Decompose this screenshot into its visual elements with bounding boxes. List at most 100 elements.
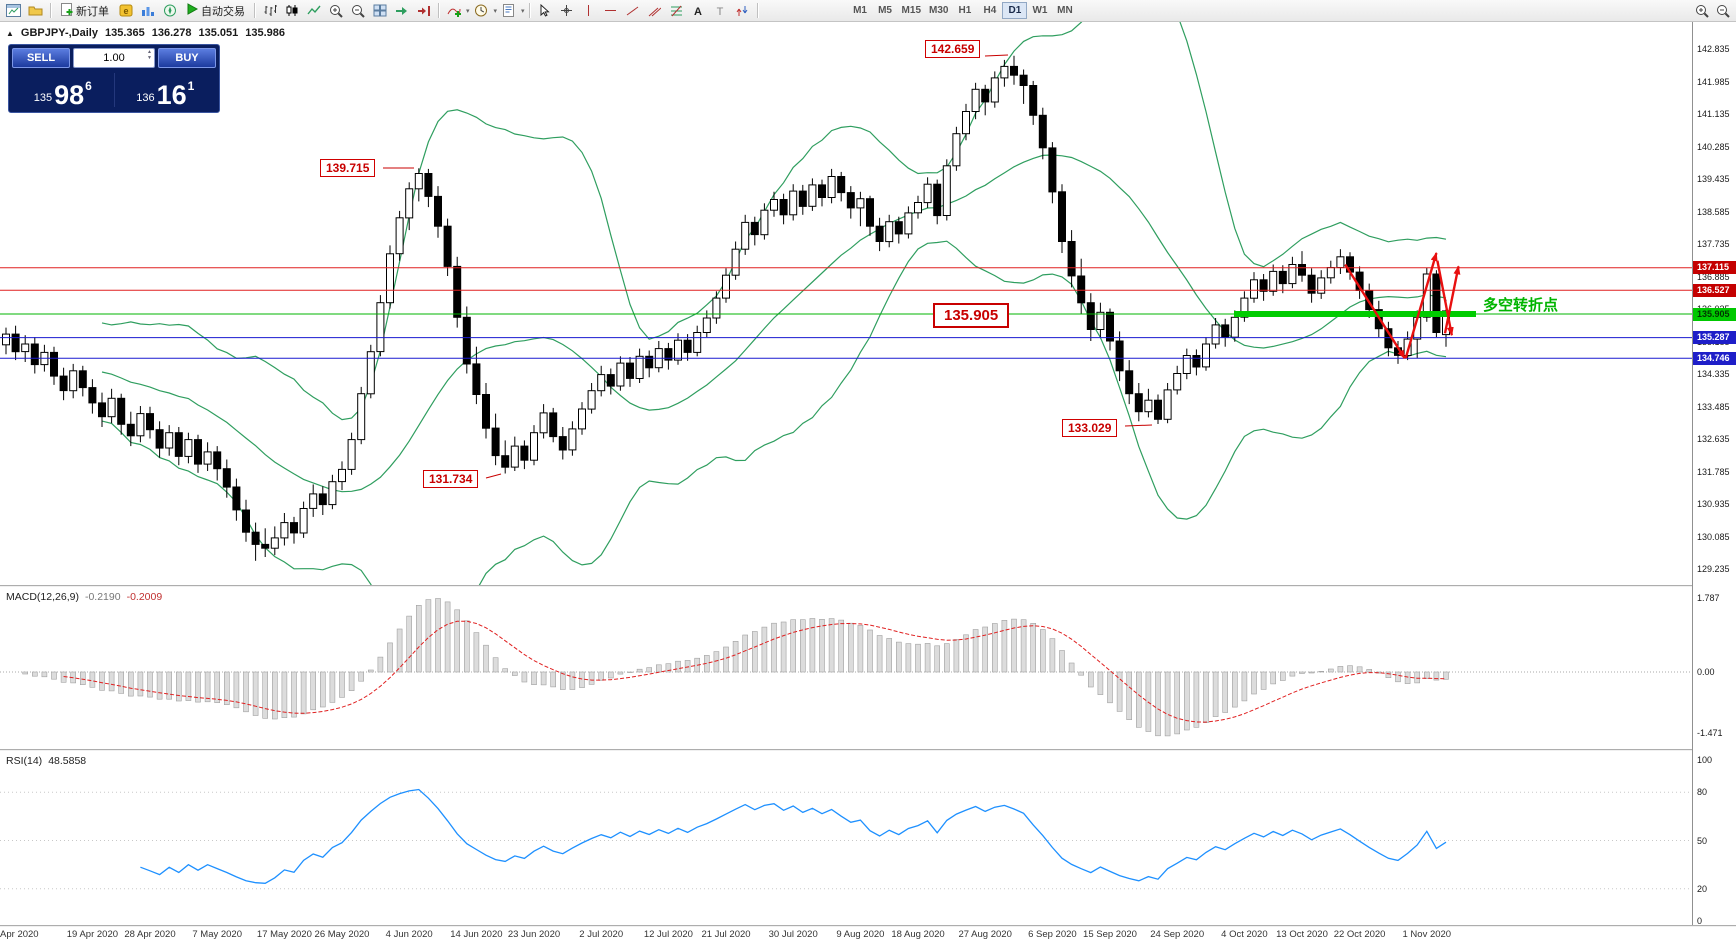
- axis-label: 138.585: [1697, 206, 1730, 217]
- rsi-indicator-label: RSI(14) 48.5858: [6, 755, 86, 767]
- autotrading-label: 自动交易: [201, 5, 245, 18]
- macd-signal-line: [63, 620, 1447, 723]
- time-axis-label: 4 Oct 2020: [1221, 929, 1268, 940]
- timeframe-button-h1[interactable]: H1: [958, 5, 972, 16]
- timeframe-button-h4[interactable]: H4: [983, 5, 997, 16]
- zoom-out-icon[interactable]: [347, 2, 368, 20]
- price-annotation-135905[interactable]: 135.905: [933, 303, 1010, 328]
- periods-clock-icon[interactable]: [471, 2, 492, 20]
- timeframe-button-m1[interactable]: M1: [853, 5, 867, 16]
- templates-icon[interactable]: [498, 2, 519, 20]
- main-chart-canvas[interactable]: [0, 22, 1692, 585]
- panel-separator[interactable]: [0, 585, 1736, 587]
- templates-dropdown-arrow[interactable]: ▾: [521, 7, 525, 15]
- axis-label: 141.985: [1697, 76, 1730, 87]
- time-axis-label: 28 Apr 2020: [124, 929, 176, 940]
- arrows-tool-icon[interactable]: [732, 2, 753, 20]
- candlestick-chart-icon[interactable]: [281, 2, 302, 20]
- macd-signal-value: -0.2009: [126, 591, 163, 603]
- cursor-icon[interactable]: [534, 2, 555, 20]
- spinner-down-icon[interactable]: ▼: [147, 55, 152, 61]
- one-click-trading-panel: SELL 1.00 ▲ ▼ BUY 135 98 6 136 16 1: [8, 44, 220, 113]
- new-order-button[interactable]: 新订单: [55, 2, 114, 20]
- profiles-button[interactable]: [25, 2, 46, 20]
- time-axis-label: 17 May 2020: [256, 929, 312, 940]
- timeframe-button-m30[interactable]: M30: [929, 5, 949, 16]
- level-lines[interactable]: [0, 267, 1692, 359]
- metaeditor-icon[interactable]: e: [115, 2, 136, 20]
- macd-main-value: -0.2190: [84, 591, 121, 603]
- price-annotation-142659[interactable]: 142.659: [925, 40, 981, 58]
- price-annotation-139715[interactable]: 139.715: [320, 159, 376, 177]
- timeframe-button-m15[interactable]: M15: [901, 5, 921, 16]
- rsi-line: [140, 788, 1447, 884]
- price-axis[interactable]: 142.835 141.985 141.135 140.285 139.435 138.5…: [1692, 22, 1736, 926]
- auto-scroll-icon[interactable]: [391, 2, 412, 20]
- rsi-canvas[interactable]: [0, 751, 1692, 925]
- zoom-in-icon[interactable]: [325, 2, 346, 20]
- magnifier-minus-icon[interactable]: [1712, 2, 1733, 20]
- macd-canvas[interactable]: [0, 587, 1692, 749]
- price-tag: 137.115: [1693, 261, 1736, 275]
- axis-label: 80: [1697, 787, 1708, 798]
- buy-price[interactable]: 136 16 1: [115, 71, 217, 109]
- price-annotation-131734[interactable]: 131.734: [423, 470, 479, 488]
- ohlc-low: 135.051: [198, 27, 239, 39]
- ohlc-high: 136.278: [151, 27, 192, 39]
- panel-separator[interactable]: [0, 749, 1736, 751]
- bar-chart-icon[interactable]: [259, 2, 280, 20]
- buy-button[interactable]: BUY: [158, 48, 216, 68]
- rsi-value: 48.5858: [48, 755, 87, 767]
- autotrading-button[interactable]: 自动交易: [181, 2, 250, 20]
- navigator-icon[interactable]: [159, 2, 180, 20]
- ohlc-close: 135.986: [245, 27, 286, 39]
- timeframe-button-d1[interactable]: D1: [1002, 2, 1028, 19]
- turning-point-label[interactable]: 多空转折点: [1483, 297, 1559, 314]
- chart-symbol-info: ▲ GBPJPY-,Daily 135.365 136.278 135.051 …: [6, 27, 285, 39]
- magnifier-plus-icon[interactable]: [1691, 2, 1712, 20]
- timeframe-button-mn[interactable]: MN: [1057, 5, 1073, 16]
- time-axis-label: 2 Jul 2020: [579, 929, 624, 940]
- new-order-icon: [60, 2, 73, 19]
- sell-price[interactable]: 135 98 6: [12, 71, 114, 109]
- lot-size-input[interactable]: 1.00 ▲ ▼: [73, 48, 155, 68]
- fibonacci-icon[interactable]: [666, 2, 687, 20]
- price-tag: 135.905: [1693, 307, 1736, 321]
- chart-shift-icon[interactable]: [413, 2, 434, 20]
- toolbar: 新订单 e 自动交易 ▾ ▾ ▾ A T M1 M5 M15 M30 H1 H: [0, 0, 1736, 22]
- candles-layer: [2, 55, 1450, 561]
- indicators-dropdown-arrow[interactable]: ▾: [466, 7, 470, 15]
- line-chart-icon[interactable]: [303, 2, 324, 20]
- time-axis[interactable]: 8 Apr 2020 19 Apr 2020 28 Apr 2020 7 May 20…: [0, 927, 1692, 943]
- text-icon[interactable]: A: [688, 2, 709, 20]
- new-chart-button[interactable]: [3, 2, 24, 20]
- vertical-line-icon[interactable]: [578, 2, 599, 20]
- axis-label: 136.885: [1697, 271, 1730, 282]
- axis-label: 142.835: [1697, 44, 1730, 54]
- sell-button[interactable]: SELL: [12, 48, 70, 68]
- price-annotation-133029[interactable]: 133.029: [1062, 419, 1118, 437]
- indicators-icon[interactable]: [443, 2, 464, 20]
- text-label-icon[interactable]: T: [710, 2, 731, 20]
- tile-windows-icon[interactable]: [369, 2, 390, 20]
- trendline-icon[interactable]: [622, 2, 643, 20]
- time-axis-label: 14 Jun 2020: [450, 929, 503, 940]
- crosshair-icon[interactable]: [556, 2, 577, 20]
- macd-histogram: [22, 598, 1449, 737]
- timeframe-button-m5[interactable]: M5: [878, 5, 892, 16]
- periods-dropdown-arrow[interactable]: ▾: [493, 7, 498, 15]
- symbol-label: GBPJPY-,Daily: [20, 27, 98, 39]
- market-watch-icon[interactable]: [137, 2, 158, 20]
- horizontal-line-icon[interactable]: [600, 2, 621, 20]
- timeframe-button-w1[interactable]: W1: [1032, 5, 1048, 16]
- spinner-up-icon[interactable]: ▲: [147, 49, 152, 55]
- buy-price-figure: 136: [136, 92, 155, 104]
- ohlc-open: 135.365: [104, 27, 145, 39]
- toolbar-separator: [756, 3, 758, 18]
- lot-spinner[interactable]: ▲ ▼: [147, 50, 152, 61]
- channel-icon[interactable]: [644, 2, 665, 20]
- svg-text:e: e: [123, 6, 128, 16]
- time-axis-label: 9 Aug 2020: [836, 929, 885, 940]
- axis-label: 137.735: [1697, 239, 1730, 249]
- axis-label: 1.787: [1697, 593, 1720, 603]
